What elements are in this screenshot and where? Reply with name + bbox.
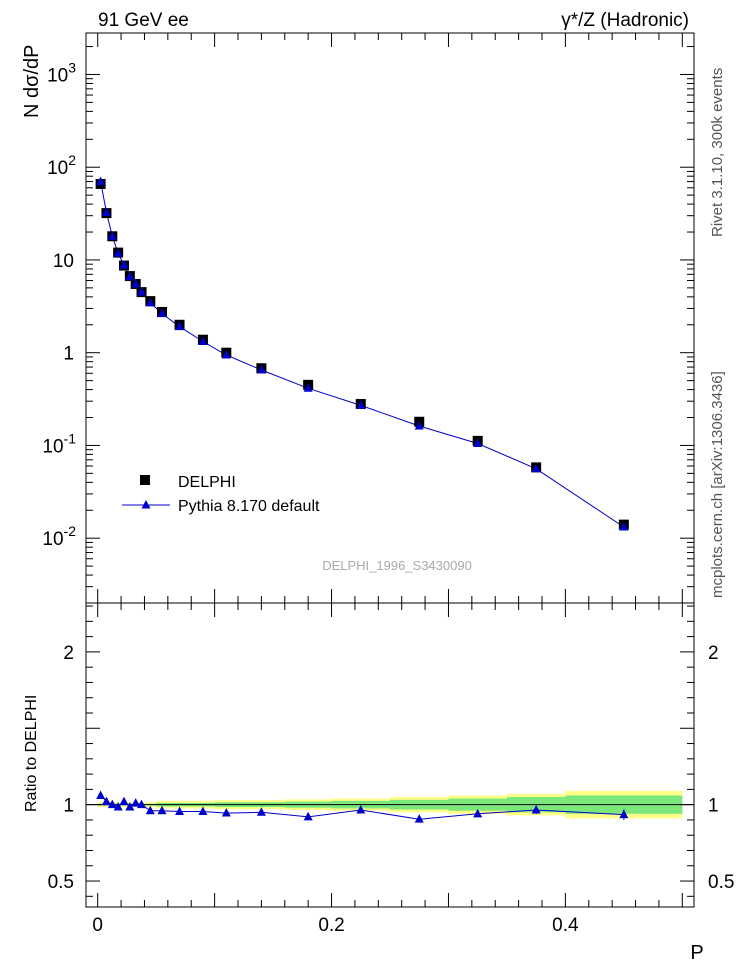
pythia-point bbox=[131, 279, 141, 288]
ratio-point bbox=[303, 811, 313, 821]
ratio-point bbox=[107, 799, 117, 809]
ratio-point bbox=[221, 808, 231, 817]
legend-pythia-marker bbox=[141, 500, 151, 509]
ratio-y-tick-label-right: 1 bbox=[708, 796, 719, 817]
rivet-label: Rivet 3.1.10, 300k events bbox=[709, 68, 726, 237]
ratio-y-tick-label: 1 bbox=[63, 796, 74, 817]
ratio-point bbox=[531, 804, 541, 814]
ratio-point bbox=[356, 804, 366, 814]
watermark: DELPHI_1996_S3430090 bbox=[322, 558, 472, 573]
ratio-point bbox=[256, 807, 266, 816]
ratio-point bbox=[145, 805, 155, 815]
pythia-point bbox=[113, 248, 123, 257]
x-axis-label: P bbox=[690, 942, 703, 964]
y-tick-label: 10-2 bbox=[42, 523, 76, 550]
x-tick-label: 0.2 bbox=[318, 915, 344, 936]
y-tick-label: 10 bbox=[53, 251, 74, 272]
legend-pythia-label: Pythia 8.170 default bbox=[178, 498, 320, 515]
pythia-point bbox=[303, 383, 313, 392]
ratio-point bbox=[125, 801, 135, 811]
legend-delphi-marker bbox=[140, 475, 150, 485]
pythia-point bbox=[531, 463, 541, 473]
pythia-point bbox=[125, 271, 135, 281]
ratio-frame bbox=[85, 602, 695, 908]
legend-delphi-label: DELPHI bbox=[178, 474, 236, 491]
x-tick-label: 0.4 bbox=[552, 915, 579, 936]
ratio-y-tick-label: 2 bbox=[63, 643, 74, 664]
ratio-panel: 0.5 0.5 1 1 2 2 0 0.2 0.4 bbox=[48, 602, 734, 936]
y-tick-label: 102 bbox=[47, 152, 76, 179]
pythia-point bbox=[414, 421, 424, 430]
ratio-y-axis-label: Ratio to DELPHI bbox=[23, 695, 40, 812]
y-tick-label: 103 bbox=[47, 59, 76, 86]
pythia-point bbox=[256, 365, 266, 374]
ratio-point bbox=[619, 809, 629, 819]
pythia-point bbox=[473, 438, 483, 447]
pythia-point bbox=[101, 207, 111, 216]
ratio-y-tick-label-right: 0.5 bbox=[708, 872, 734, 893]
main-y-axis-label: N dσ/dP bbox=[21, 45, 43, 119]
ratio-point bbox=[131, 798, 141, 807]
ratio-y-tick-label-right: 2 bbox=[708, 643, 719, 664]
ratio-point bbox=[101, 796, 111, 806]
main-panel: 10-2 10-1 1 10 102 103 bbox=[42, 32, 695, 604]
ratio-y-tick-label: 0.5 bbox=[48, 872, 74, 893]
mcplots-label: mcplots.cern.ch [arXiv:1306.3436] bbox=[709, 371, 726, 598]
header-left: 91 GeV ee bbox=[98, 10, 189, 31]
pythia-point bbox=[175, 321, 185, 331]
x-tick-label: 0 bbox=[92, 915, 103, 936]
y-tick-label: 1 bbox=[63, 344, 74, 365]
legend: DELPHI Pythia 8.170 default bbox=[122, 474, 320, 515]
pythia-point bbox=[119, 260, 129, 269]
ratio-point bbox=[119, 796, 129, 806]
pythia-point bbox=[356, 400, 366, 409]
pythia-point bbox=[96, 176, 106, 186]
pythia-point bbox=[137, 287, 147, 296]
pythia-point bbox=[619, 521, 629, 531]
ratio-point bbox=[414, 814, 424, 823]
main-frame bbox=[85, 32, 695, 604]
header-right: γ*/Z (Hadronic) bbox=[561, 10, 689, 31]
ratio-point bbox=[473, 808, 483, 818]
pythia-point bbox=[157, 308, 167, 318]
ratio-point bbox=[137, 799, 147, 809]
ratio-point bbox=[113, 801, 123, 811]
ratio-point bbox=[198, 806, 208, 816]
ratio-point bbox=[96, 790, 106, 799]
pythia-point bbox=[221, 349, 231, 359]
pythia-point bbox=[145, 297, 155, 307]
y-tick-label: 10-1 bbox=[42, 430, 76, 457]
pythia-point bbox=[107, 231, 117, 240]
pythia-point bbox=[198, 336, 208, 346]
ratio-point bbox=[175, 806, 185, 816]
ratio-point bbox=[157, 805, 167, 815]
